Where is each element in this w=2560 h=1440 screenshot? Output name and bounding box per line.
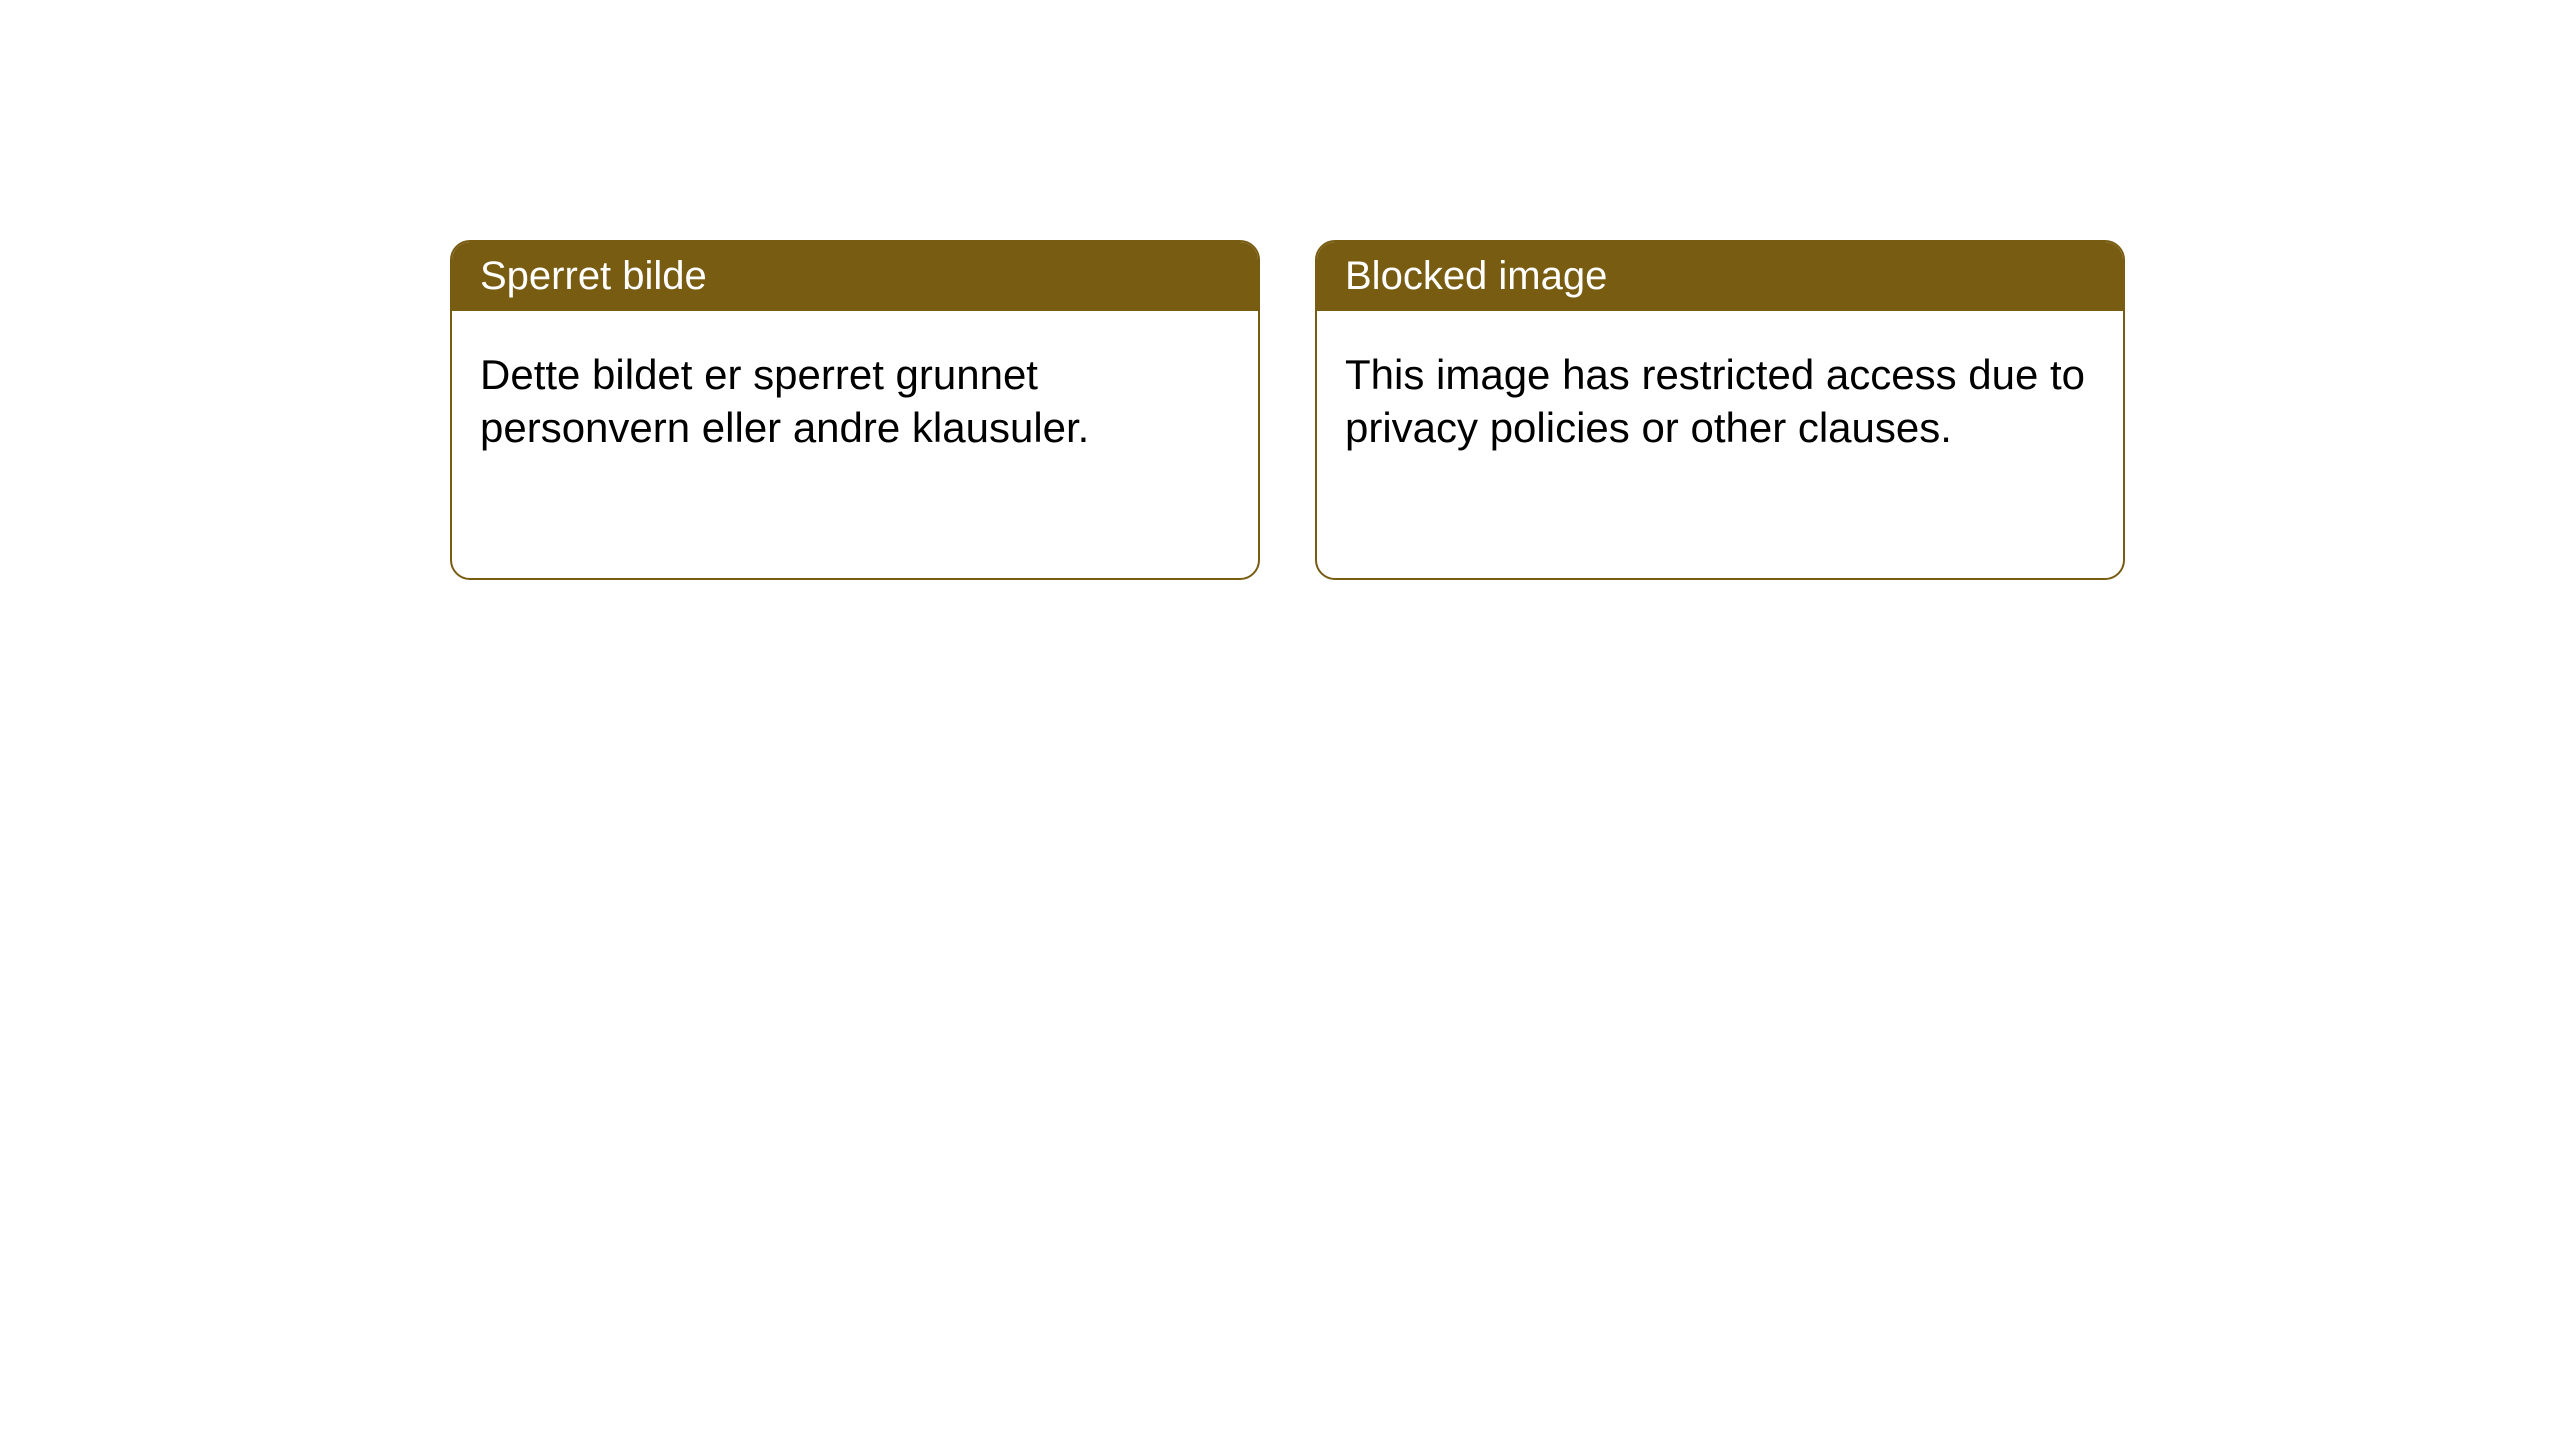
- card-title: Sperret bilde: [480, 254, 707, 298]
- blocked-image-card-no: Sperret bilde Dette bildet er sperret gr…: [450, 240, 1260, 580]
- card-body: Dette bildet er sperret grunnet personve…: [452, 311, 1258, 492]
- card-header: Sperret bilde: [452, 242, 1258, 311]
- card-body-text: This image has restricted access due to …: [1345, 351, 2085, 451]
- cards-container: Sperret bilde Dette bildet er sperret gr…: [0, 0, 2560, 580]
- card-header: Blocked image: [1317, 242, 2123, 311]
- card-title: Blocked image: [1345, 254, 1607, 298]
- card-body: This image has restricted access due to …: [1317, 311, 2123, 492]
- blocked-image-card-en: Blocked image This image has restricted …: [1315, 240, 2125, 580]
- card-body-text: Dette bildet er sperret grunnet personve…: [480, 351, 1089, 451]
